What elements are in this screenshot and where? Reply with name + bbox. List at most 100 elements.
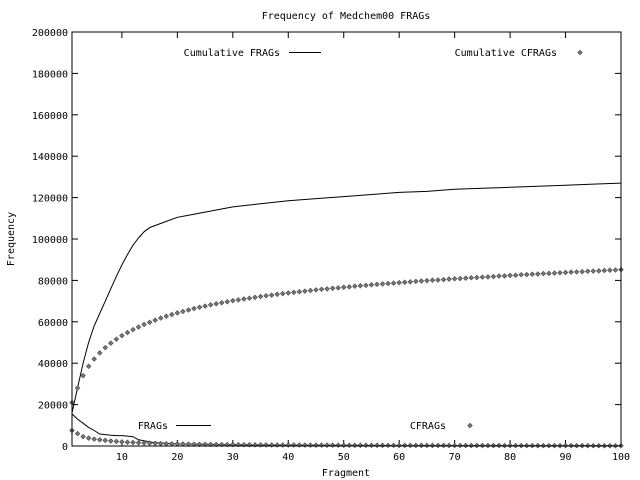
legend-label-frags: FRAGs [138, 421, 168, 432]
cumulative-cfrags-point [135, 324, 142, 330]
cumulative-cfrags-point [224, 298, 230, 305]
cfrags-point [158, 440, 164, 447]
cfrags-point [463, 442, 469, 449]
cumulative-cfrags-point [280, 290, 286, 297]
cumulative-cfrags-point [246, 295, 253, 301]
cfrags-point [280, 442, 286, 448]
y-tick-label: 20000 [38, 401, 68, 412]
cumulative-cfrags-point [163, 313, 169, 319]
cumulative-cfrags-point [85, 363, 92, 370]
cumulative-cfrags-point [557, 270, 563, 276]
cumulative-cfrags-point [451, 276, 458, 282]
legend-cumulative-frags: Cumulative FRAGs [184, 48, 321, 59]
cfrags-point [474, 442, 480, 449]
cumulative-cfrags-point [130, 326, 136, 333]
chart-title: Frequency of Medchem00 FRAGs [262, 11, 431, 22]
cumulative-cfrags-point [119, 332, 125, 339]
cumulative-cfrags-point [390, 280, 397, 286]
cumulative-cfrags-point [402, 279, 408, 285]
cumulative-cfrags-point [479, 274, 486, 280]
cfrags-point [263, 442, 269, 448]
legend-marker-cumulative-cfrags [577, 49, 583, 56]
cumulative-cfrags-point [585, 268, 591, 275]
cumulative-cfrags-point [152, 317, 158, 323]
cumulative-cfrags-point [596, 268, 602, 274]
cumulative-cfrags-point [368, 282, 375, 288]
cumulative-cfrags-point [313, 287, 319, 293]
y-tick-label: 200000 [32, 28, 68, 39]
cumulative-cfrags-point [97, 350, 103, 356]
cumulative-cfrags-point [174, 310, 181, 316]
cfrags-point [357, 442, 364, 449]
cfrags-point [324, 442, 330, 448]
cfrags-point [97, 437, 103, 443]
cumulative-cfrags-point [180, 308, 186, 315]
cumulative-cfrags-point [257, 293, 264, 300]
legend-label-cfrags: CFRAGs [410, 421, 446, 432]
x-tick-label: 10 [116, 452, 128, 463]
cumulative-cfrags-point [374, 281, 380, 288]
cumulative-cfrags-point [213, 301, 219, 307]
cfrags-point [74, 430, 81, 437]
cfrags-point [119, 439, 125, 445]
cfrags-point [285, 442, 291, 448]
cumulative-cfrags-point [169, 311, 175, 318]
cumulative-cfrags-point [235, 297, 242, 303]
cfrags-point [80, 433, 86, 440]
cumulative-cfrags-point [440, 276, 447, 283]
cfrags-point [302, 442, 308, 448]
cumulative-cfrags-point [341, 284, 347, 290]
cfrags-point [368, 442, 375, 449]
cumulative-cfrags-point [435, 277, 441, 283]
cumulative-cfrags-point [307, 287, 314, 294]
cumulative-cfrags-point [446, 276, 452, 282]
x-tick-label: 100 [612, 452, 630, 463]
cfrags-point [407, 442, 413, 449]
cumulative-cfrags-point [457, 275, 463, 282]
y-tick-label: 100000 [32, 235, 68, 246]
cfrags-point [191, 441, 197, 447]
y-tick-label: 160000 [32, 111, 68, 122]
cumulative-cfrags-point [296, 289, 303, 295]
cumulative-cfrags-point [124, 329, 131, 336]
cumulative-cfrags-point [102, 344, 108, 351]
cumulative-cfrags-point [219, 300, 225, 306]
cfrags-point [213, 441, 219, 448]
plot-frame [71, 31, 622, 447]
x-tick-label: 90 [560, 452, 572, 463]
cfrags-point [146, 440, 153, 446]
cumulative-cfrags-point [385, 280, 391, 287]
cumulative-cfrags-point [463, 275, 469, 281]
cfrags-point [429, 442, 436, 449]
cumulative-cfrags-point [363, 282, 369, 289]
cumulative-cfrags-point [551, 270, 558, 276]
cfrags-point [424, 442, 430, 449]
cfrags-point [135, 439, 142, 446]
y-tick-label: 180000 [32, 69, 68, 80]
cfrags-point [346, 442, 352, 448]
x-tick-label: 40 [282, 452, 294, 463]
y-tick-label: 80000 [38, 276, 68, 287]
cumulative-cfrags-point [529, 271, 535, 277]
series-layer [69, 182, 624, 449]
cumulative-cfrags-point [501, 273, 508, 279]
y-axis-label: Frequency [6, 212, 17, 266]
cumulative-cfrags-point [263, 292, 269, 299]
cumulative-cfrags-point [357, 283, 364, 289]
cfrags-point [385, 442, 391, 449]
cumulative-cfrags-point [429, 277, 436, 283]
x-tick-label: 80 [504, 452, 516, 463]
y-tick-label: 120000 [32, 194, 68, 205]
cumulative-cfrags-point [141, 321, 147, 328]
cumulative-cfrags-point [496, 273, 502, 279]
x-tick-label: 60 [393, 452, 405, 463]
cumulative-cfrags-point [546, 270, 552, 277]
legend-label-cumulative-cfrags: Cumulative CFRAGs [455, 48, 557, 59]
cfrags-point [113, 438, 120, 445]
cfrags-point [152, 440, 158, 447]
cumulative-cfrags-point [113, 336, 120, 342]
cumulative-cfrags-point [318, 286, 325, 293]
x-tick-label: 20 [171, 452, 183, 463]
x-tick-label: 30 [227, 452, 239, 463]
